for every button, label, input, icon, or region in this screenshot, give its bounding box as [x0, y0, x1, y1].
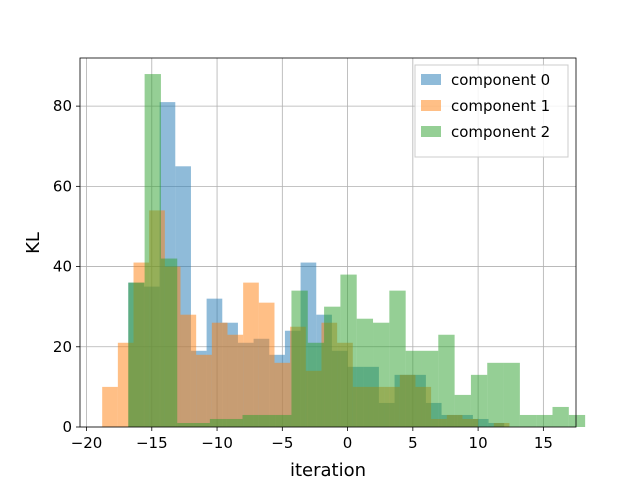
bar-series-2-bin-14	[356, 318, 374, 427]
legend-label-0: component 0	[451, 71, 550, 89]
x-tick-label-1: −15	[136, 434, 168, 452]
series-2-bars	[128, 74, 586, 427]
bar-series-2-bin-9	[275, 414, 292, 427]
x-tick-label-7: 15	[534, 434, 553, 452]
bar-series-2-bin-5	[209, 418, 227, 427]
bar-series-2-bin-24	[519, 414, 537, 427]
x-tick-label-0: −20	[71, 434, 103, 452]
legend-swatch-0	[421, 74, 441, 85]
y-tick-label-4: 80	[53, 97, 72, 115]
bar-series-2-bin-11	[307, 342, 325, 427]
bar-series-1-bin-11	[274, 362, 291, 427]
bar-series-2-bin-1	[144, 74, 161, 427]
bar-series-2-bin-4	[193, 422, 210, 427]
bar-series-1-bin-7	[211, 322, 228, 427]
bar-series-2-bin-26	[552, 406, 569, 427]
bar-series-1-bin-6	[196, 354, 212, 427]
x-tick-label-6: 10	[469, 434, 488, 452]
x-tick-label-2: −10	[201, 434, 233, 452]
legend-swatch-2	[421, 126, 441, 137]
plot-frame	[79, 57, 577, 428]
bar-series-2-bin-17	[405, 350, 422, 427]
bar-series-2-bin-13	[340, 274, 357, 427]
y-tick-label-2: 40	[53, 258, 72, 276]
bar-series-1-bin-0	[102, 386, 118, 427]
bar-series-2-bin-18	[421, 350, 439, 427]
legend: component 0 component 1 component 2	[414, 64, 569, 158]
y-tick-label-1: 20	[53, 338, 72, 356]
bar-series-2-bin-15	[373, 322, 390, 427]
bar-series-2-bin-0	[128, 282, 145, 427]
bar-series-1-bin-8	[227, 334, 244, 427]
bar-series-2-bin-22	[487, 362, 504, 427]
y-axis-label: KL	[23, 232, 44, 254]
histogram-bars	[102, 74, 586, 428]
bar-series-2-bin-27	[568, 414, 586, 427]
bar-series-2-bin-12	[324, 306, 341, 427]
bar-series-2-bin-23	[503, 362, 520, 427]
legend-label-1: component 1	[451, 97, 550, 115]
legend-swatch-1	[421, 100, 441, 111]
bar-series-2-bin-2	[160, 258, 178, 427]
bar-series-2-bin-6	[226, 418, 243, 427]
bar-series-2-bin-25	[536, 414, 553, 427]
bar-series-2-bin-16	[389, 290, 406, 427]
bar-series-2-bin-8	[258, 414, 276, 427]
x-tick-label-5: 5	[408, 434, 418, 452]
x-tick-label-4: 0	[343, 434, 353, 452]
bar-series-2-bin-10	[291, 290, 308, 427]
bar-series-2-bin-20	[454, 394, 471, 427]
y-tick-label-3: 60	[53, 177, 72, 195]
bar-series-2-bin-7	[242, 414, 259, 427]
bar-series-1-bin-10	[258, 302, 275, 427]
x-tick-label-3: −5	[271, 434, 293, 452]
y-tick-label-0: 0	[62, 418, 72, 436]
y-axis-ticks: 0 20 40 60 80	[53, 97, 80, 436]
bar-series-2-bin-21	[470, 374, 488, 427]
bar-series-1-bin-9	[243, 282, 259, 427]
bar-series-2-bin-19	[438, 334, 455, 427]
x-axis-ticks: −20 −15 −10 −5 0 5 10 15	[71, 427, 553, 452]
bar-series-2-bin-3	[177, 422, 194, 427]
legend-label-2: component 2	[451, 123, 550, 141]
bar-series-1-bin-5	[180, 314, 197, 427]
x-axis-label: iteration	[290, 460, 366, 480]
